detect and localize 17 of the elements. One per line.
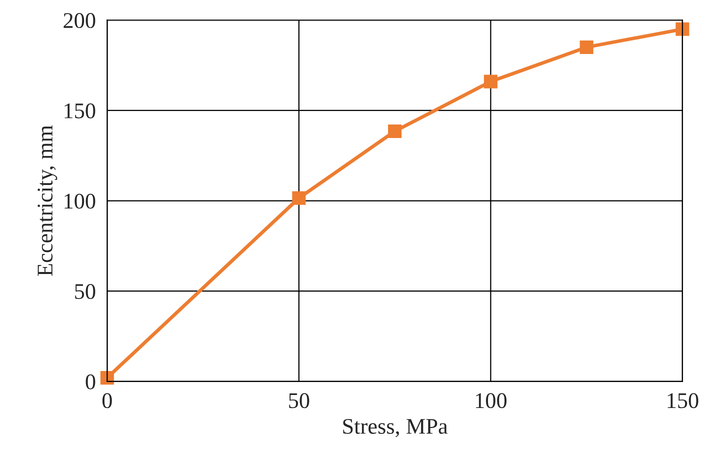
y-tick-label: 50 [75, 284, 96, 300]
x-tick-label: 100 [476, 393, 506, 408]
x-tick-label: 0 [102, 393, 112, 408]
point [388, 124, 402, 138]
y-tick-label: 100 [64, 194, 96, 209]
y-tick-label: 150 [64, 103, 96, 118]
point [484, 74, 498, 88]
y-axis-title: Eccentricity, mm [38, 125, 58, 276]
point [676, 22, 690, 36]
x-tick-label: 50 [289, 393, 310, 408]
y-tick-label: 0 [86, 374, 96, 390]
point [100, 371, 114, 385]
point [580, 40, 594, 54]
x-axis-title: Stress, MPa [343, 418, 448, 438]
x-tick-label: 150 [668, 393, 698, 408]
point [292, 191, 306, 205]
y-tick-label: 200 [64, 13, 96, 28]
